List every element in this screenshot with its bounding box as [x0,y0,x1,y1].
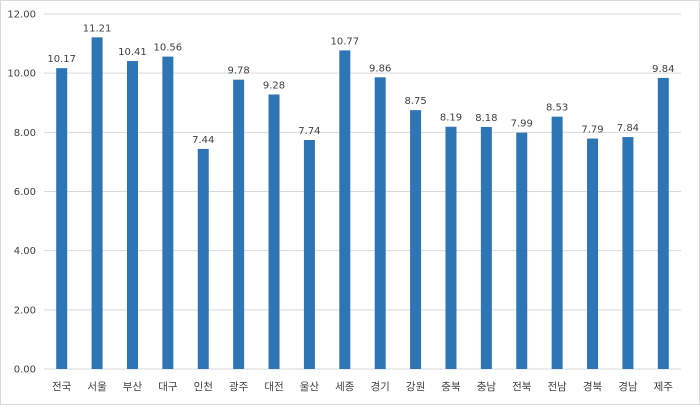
category-label: 충남 [477,381,497,393]
bar [197,148,209,369]
category-label: 대전 [264,381,283,393]
bar [551,116,563,369]
category-label: 전국 [52,381,72,393]
category-label: 전남 [547,381,567,393]
y-tick-label: 8.00 [14,128,36,139]
data-label: 8.75 [404,96,426,107]
bar [56,68,68,369]
data-label: 11.21 [83,23,112,34]
data-label: 10.17 [47,54,76,65]
y-tick-label: 2.00 [14,305,36,316]
bar [268,94,280,369]
bar [303,140,315,369]
gridlines [44,13,681,370]
data-label: 10.77 [330,36,359,47]
y-tick-label: 6.00 [14,187,36,198]
data-label: 7.84 [617,123,639,134]
category-label: 인천 [194,381,213,393]
data-label: 8.18 [475,113,497,124]
bar [162,56,174,369]
y-tick-label: 4.00 [14,246,36,257]
category-label: 대구 [158,381,178,393]
bar [480,127,492,369]
y-tick-label: 10.00 [7,69,36,80]
data-label: 9.78 [228,66,250,77]
y-tick-label: 12.00 [7,10,36,21]
category-label: 세종 [335,381,355,393]
bar [410,110,422,369]
data-label: 7.74 [298,126,320,137]
data-label: 9.84 [652,64,674,75]
bar [587,138,599,369]
category-label: 강원 [406,381,425,393]
category-label: 경남 [618,380,638,393]
bar [374,77,386,369]
category-label: 전북 [512,381,532,393]
data-labels: 10.17 11.21 10.41 10.56 7.44 9.78 9.28 7.74 10.7… [47,23,674,146]
data-label: 8.19 [440,113,462,124]
category-label: 광주 [229,381,249,393]
bar [516,132,528,369]
bar [126,61,138,369]
bar [233,79,245,370]
bar [91,37,103,369]
data-label: 10.56 [154,43,183,54]
category-label: 충북 [441,381,461,393]
category-label: 경북 [583,380,603,393]
bar [622,137,634,369]
data-label: 9.86 [369,63,391,74]
data-label: 7.44 [192,135,214,146]
data-label: 7.79 [581,125,603,136]
bars [56,37,669,370]
y-tick-label: 0.00 [14,365,36,376]
bar [339,50,351,369]
data-label: 10.41 [118,47,147,58]
category-label: 경기 [371,380,390,393]
category-label: 울산 [300,381,320,393]
bar [657,77,669,370]
category-label: 부산 [123,381,143,393]
category-labels: 전국 서울 부산 대구 인천 광주 대전 울산 세종 경기 강원 충북 충남 전북 전남 경북 경남 제주 [52,380,673,393]
bar [445,126,457,370]
y-axis-ticks: 0.00 2.00 4.00 6.00 8.00 10.00 12.00 [7,10,36,376]
category-label: 서울 [87,381,107,393]
data-label: 7.99 [511,119,533,130]
data-label: 9.28 [263,80,285,91]
data-label: 8.53 [546,103,568,114]
category-label: 제주 [654,381,674,393]
